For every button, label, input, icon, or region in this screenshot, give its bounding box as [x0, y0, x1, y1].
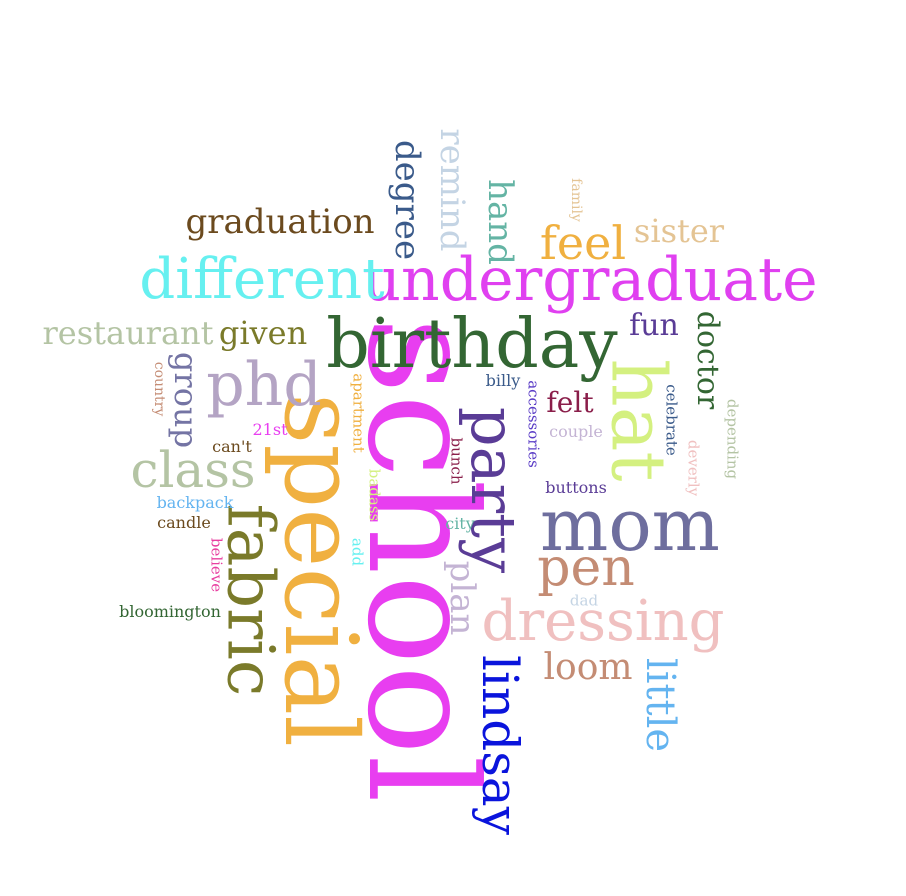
word-billy: billy: [485, 371, 521, 390]
word-pen: pen: [537, 538, 635, 598]
word-celebrate: celebrate: [662, 384, 681, 456]
word-restaurant: restaurant: [42, 314, 214, 352]
word-cant: can't: [212, 437, 252, 456]
word-sister: sister: [633, 212, 725, 250]
word-dad: dad: [569, 591, 599, 610]
word-apartment: apartment: [349, 373, 368, 453]
word-family: family: [568, 178, 584, 222]
word-fabric: fabric: [212, 503, 288, 697]
word-accessories: accessories: [524, 380, 543, 468]
word-graduation: graduation: [185, 202, 375, 242]
word-birthday: birthday: [326, 305, 618, 384]
word-given: given: [218, 314, 308, 352]
word-little: little: [637, 657, 683, 753]
word-felt: felt: [546, 386, 594, 419]
word-mom: mom: [540, 483, 720, 567]
word-badass: badass: [365, 468, 384, 522]
word-bloomington: bloomington: [119, 602, 221, 621]
word-candle: candle: [157, 513, 211, 532]
word-add: add: [348, 537, 367, 567]
word-21st: 21st: [252, 420, 288, 439]
word-loom: loom: [543, 647, 633, 688]
word-undergraduate: undergraduate: [362, 245, 818, 315]
word-fun: fun: [629, 308, 679, 343]
word-backpack: backpack: [156, 493, 234, 512]
word-class: class: [130, 441, 256, 499]
word-party: party: [457, 406, 530, 574]
word-bunch: bunch: [447, 437, 466, 485]
word-feel: feel: [539, 216, 627, 270]
word-dressing: dressing: [481, 589, 725, 654]
word-different: different: [139, 247, 385, 312]
word-couple: couple: [549, 422, 603, 441]
word-city: city: [445, 514, 475, 533]
word-group: group: [167, 351, 205, 449]
word-buttons: buttons: [545, 478, 607, 497]
word-phd: phd: [206, 350, 322, 420]
word-country: country: [151, 361, 167, 417]
word-depending: depending: [723, 398, 742, 480]
word-degree: degree: [387, 139, 427, 261]
word-remind: remind: [432, 128, 472, 252]
word-doctor: doctor: [690, 310, 725, 410]
word-plan: plan: [442, 560, 482, 636]
word-hand: hand: [480, 179, 520, 265]
word-deverly: deverly: [684, 439, 703, 497]
word-lindsay: lindsay: [471, 655, 529, 835]
word-believe: believe: [207, 537, 226, 593]
